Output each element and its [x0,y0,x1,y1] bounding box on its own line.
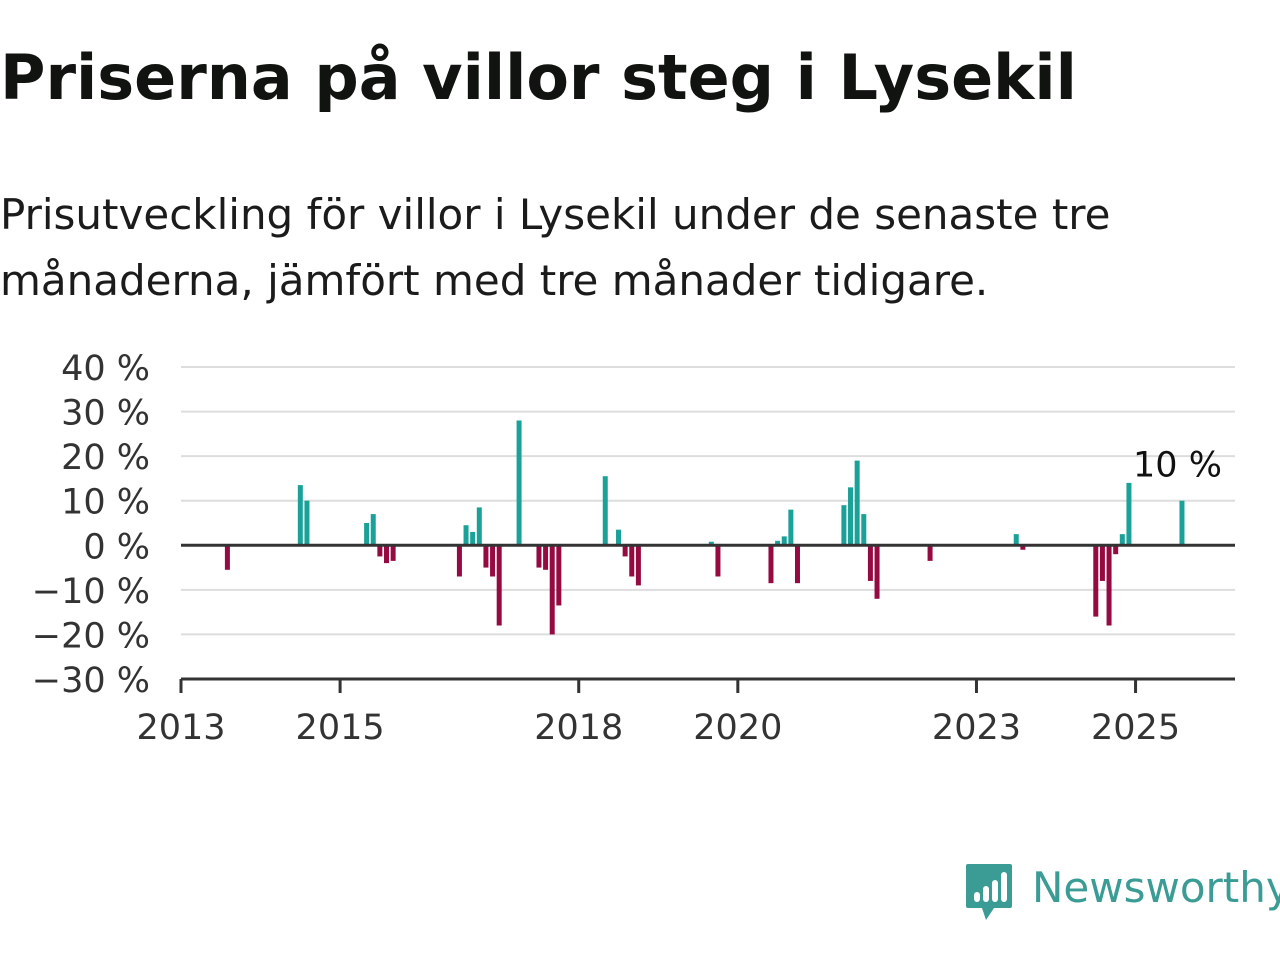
y-tick-label: −20 % [32,616,150,656]
bar [536,545,542,568]
bar [622,545,628,557]
bar [635,545,641,586]
bar [1020,545,1026,550]
bar [224,545,230,570]
bar [1093,545,1099,617]
bar [927,545,933,561]
bar [476,507,482,546]
gridlines [181,366,1235,636]
bar [543,545,549,570]
bar [1106,545,1112,626]
x-tick-label: 2023 [932,708,1021,748]
bar [390,545,396,561]
bar-chart: 40 %30 %20 %10 %0 %−10 %−20 %−30 %2013 20… [32,349,1235,748]
bar [496,545,502,626]
x-tick-label: 2020 [693,708,782,748]
bar [1126,482,1132,546]
y-tick-label: 30 % [61,394,150,434]
bar [297,485,303,546]
bar-chart-speech-bubble-icon [966,864,1012,920]
brand-name: Newsworthy [1032,863,1280,912]
y-tick-label: 0 % [83,527,150,567]
y-tick-label: 40 % [61,349,150,389]
newsworthy-logo: Newsworthy [964,862,1280,928]
y-tick-label: 10 % [61,483,150,523]
bar [848,487,854,546]
bar [629,545,635,577]
chart-title: Priserna på villor steg i Lysekil [0,41,1077,114]
bar [841,505,847,546]
bar [370,514,376,546]
bar [616,529,622,546]
bar [1119,534,1125,546]
bar [1099,545,1105,581]
y-tick-label: −30 % [32,661,150,701]
bar [788,509,794,546]
bar [602,476,608,546]
bar [1113,545,1119,555]
bar [556,545,562,606]
bars [224,420,1185,635]
bar [781,536,787,546]
bar [867,545,873,581]
bar [854,460,860,546]
x-tick-label: 2025 [1091,708,1180,748]
bar [874,545,880,599]
bar [794,545,800,584]
bar [775,540,781,546]
bar [861,514,867,546]
x-tick-label: 2015 [296,708,385,748]
bar [470,531,476,546]
chart-subtitle: Prisutveckling för villor i Lysekil unde… [0,190,1111,305]
axes [179,543,1235,693]
x-tick-label: 2013 [136,708,225,748]
x-tick-label: 2018 [534,708,623,748]
bar [456,545,462,577]
bar [549,545,555,635]
bar [516,420,522,546]
bar [715,545,721,577]
bar [768,545,774,584]
bar [364,523,370,546]
y-tick-label: 20 % [61,438,150,478]
bar [483,545,489,568]
bar [1179,500,1185,546]
bar [463,525,469,546]
bar [490,545,496,577]
y-tick-label: −10 % [32,572,150,612]
bar [1013,534,1019,546]
bar [304,500,310,546]
bar [383,545,389,564]
bar [377,545,383,557]
data-label: 10 % [1133,446,1222,486]
labels: 40 %30 %20 %10 %0 %−10 %−20 %−30 %2013 20… [32,349,1222,748]
bar [708,541,714,546]
